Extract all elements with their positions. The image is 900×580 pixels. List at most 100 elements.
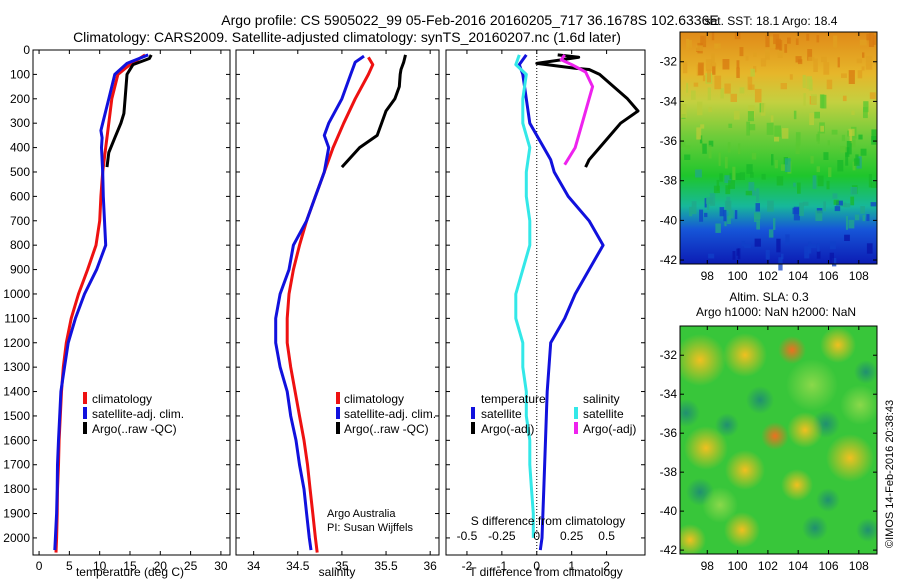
sst-speckle xyxy=(745,190,753,196)
sst-speckle xyxy=(789,74,793,80)
salinity-legend-climatology-swatch xyxy=(336,392,340,404)
sst-speckle xyxy=(705,59,712,72)
sst-speckle xyxy=(865,55,873,70)
sst-xtick-label: 98 xyxy=(701,269,715,283)
diff-xtick-label: 1 xyxy=(568,559,575,573)
depth-tick-label: 1200 xyxy=(3,336,30,350)
sst-speckle xyxy=(693,82,699,87)
sst-speckle xyxy=(817,243,820,252)
depth-tick-label: 800 xyxy=(10,238,30,252)
sst-speckle xyxy=(860,206,865,214)
depth-tick-label: 1300 xyxy=(3,360,30,374)
sst-speckle xyxy=(705,197,713,204)
difference-legend-t-satellite: satellite xyxy=(481,407,522,421)
sst-speckle xyxy=(826,180,830,190)
sst-speckle xyxy=(691,201,697,215)
sst-speckle xyxy=(755,203,760,212)
salinity-xlabel: salinity xyxy=(319,565,356,579)
sst-speckle xyxy=(850,139,856,148)
sst-speckle xyxy=(711,53,715,63)
sst-speckle xyxy=(855,154,859,165)
salinity-legend-satellite-swatch xyxy=(336,407,340,419)
sst-speckle xyxy=(752,190,756,196)
difference-xlabel: T difference from climatology xyxy=(469,565,623,579)
depth-tick-label: 100 xyxy=(10,67,30,81)
sst-speckle xyxy=(810,155,814,164)
difference-legend-s-argo-swatch xyxy=(574,422,578,434)
sst-speckle xyxy=(806,33,810,41)
sst-speckle xyxy=(774,136,780,142)
sst-speckle xyxy=(795,38,799,45)
sst-xtick-label: 108 xyxy=(849,269,869,283)
sst-map-panel: sat. SST: 18.1 Argo: 18.4 -32 -34 -36 -38 -4… xyxy=(660,14,878,283)
sla-blob xyxy=(702,487,738,523)
depth-tick-label: 200 xyxy=(10,92,30,106)
sst-speckle xyxy=(714,75,722,90)
sst-speckle xyxy=(774,125,781,137)
depth-tick-label: 700 xyxy=(10,214,30,228)
diff-xtick-label: 2 xyxy=(603,559,610,573)
temperature-legend: climatology satellite-adj. clim. Argo(..… xyxy=(83,392,184,436)
sla-ytick-label: -32 xyxy=(660,348,678,362)
sst-speckle xyxy=(682,61,688,74)
difference-legend-s-argo: Argo(-adj) xyxy=(583,422,636,436)
sst-speckle xyxy=(737,248,741,260)
difference-top-tick-label: 0.25 xyxy=(560,529,584,543)
sst-speckle xyxy=(868,174,872,188)
sst-speckle xyxy=(812,175,817,189)
sst-speckle xyxy=(698,62,704,76)
sst-speckle xyxy=(781,253,784,260)
sst-speckle xyxy=(850,187,858,195)
sst-speckle xyxy=(719,173,723,182)
sla-blob xyxy=(761,422,789,450)
sst-speckle xyxy=(795,144,800,154)
sst-speckle xyxy=(736,60,740,69)
sst-speckle xyxy=(803,93,806,106)
sst-speckle xyxy=(739,172,745,180)
sst-speckle xyxy=(701,141,703,153)
sst-speckle xyxy=(780,83,787,90)
sst-speckle xyxy=(710,62,717,67)
sst-speckle xyxy=(708,107,712,112)
sal-xtick-label: 35 xyxy=(335,559,349,573)
sst-speckle xyxy=(733,110,740,120)
sal-series-climatology xyxy=(285,56,375,553)
sst-speckle xyxy=(847,130,849,137)
sst-speckle xyxy=(712,65,716,75)
sst-speckle xyxy=(768,229,774,238)
sst-speckle xyxy=(728,123,733,128)
difference-legend-s-satellite-swatch xyxy=(574,407,578,419)
sla-xtick-label: 108 xyxy=(849,559,869,573)
difference-legend-t-argo-swatch xyxy=(471,422,475,434)
temp-xtick-label: 10 xyxy=(93,559,107,573)
sst-speckle xyxy=(724,83,731,94)
sst-speckle xyxy=(856,58,863,64)
sst-speckle xyxy=(871,182,877,188)
depth-tick-label: 400 xyxy=(10,141,30,155)
diff-xtick-label: -1 xyxy=(497,559,508,573)
sst-speckle xyxy=(765,49,770,60)
sst-speckle xyxy=(745,55,749,61)
sst-speckle xyxy=(696,45,703,51)
temperature-legend-argo-swatch xyxy=(83,422,87,434)
sst-speckle xyxy=(819,94,825,109)
temperature-panel: 0100200300400500600700800900100011001200… xyxy=(3,43,231,579)
sst-speckle xyxy=(776,176,784,186)
sst-speckle xyxy=(680,141,686,148)
sst-speckle xyxy=(754,238,761,247)
difference-top-tick-label: -0.25 xyxy=(488,529,516,543)
sst-speckle xyxy=(848,128,855,136)
sst-speckle xyxy=(797,182,801,194)
salinity-legend-climatology: climatology xyxy=(344,392,404,406)
sla-xtick-label: 106 xyxy=(818,559,838,573)
sst-speckle xyxy=(734,210,738,220)
sla-map-frame xyxy=(679,325,878,555)
sst-speckle xyxy=(708,253,715,259)
sst-speckle xyxy=(844,234,850,241)
difference-top-tick-label: 0.5 xyxy=(598,529,615,543)
sst-speckle xyxy=(699,209,704,222)
sst-speckle xyxy=(832,258,837,267)
sst-speckle xyxy=(754,213,761,219)
sst-speckle xyxy=(769,36,776,48)
sst-speckle xyxy=(807,49,813,61)
